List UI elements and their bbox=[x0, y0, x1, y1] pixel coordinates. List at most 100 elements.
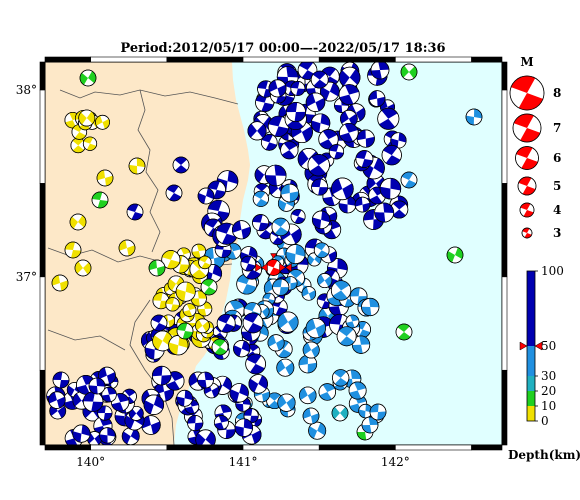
earthquake-event bbox=[354, 196, 371, 213]
earthquake-event bbox=[264, 164, 287, 187]
earthquake-event bbox=[234, 418, 254, 437]
earthquake-event bbox=[172, 156, 190, 174]
earthquake-event bbox=[318, 129, 339, 150]
earthquake-event bbox=[231, 220, 251, 240]
earthquake-event bbox=[91, 191, 109, 209]
earthquake-event bbox=[361, 416, 379, 434]
earthquake-event bbox=[277, 393, 296, 412]
earthquake-event bbox=[121, 427, 140, 446]
depth-band-0-10 bbox=[527, 406, 535, 421]
earthquake-event bbox=[298, 354, 318, 374]
earthquake-event bbox=[446, 246, 464, 264]
magnitude-legend-symbol-6 bbox=[515, 146, 539, 170]
earthquake-event bbox=[311, 178, 329, 196]
earthquake-event bbox=[310, 113, 331, 133]
earthquake-event bbox=[51, 274, 69, 292]
earthquake-event bbox=[213, 415, 229, 430]
earthquake-event bbox=[301, 286, 317, 301]
earthquake-event bbox=[197, 187, 215, 205]
earthquake-event bbox=[317, 272, 333, 289]
earthquake-event bbox=[118, 239, 136, 257]
lon-label-142: 142° bbox=[381, 455, 410, 469]
earthquake-event bbox=[141, 415, 161, 435]
earthquake-event bbox=[338, 84, 360, 106]
earthquake-event bbox=[271, 217, 290, 237]
earthquake-event bbox=[252, 214, 270, 232]
earthquake-event bbox=[252, 190, 269, 207]
earthquake-event bbox=[150, 314, 168, 332]
lat-label-38: 38° bbox=[16, 83, 37, 97]
earthquake-event bbox=[345, 314, 360, 329]
earthquake-event bbox=[69, 213, 87, 231]
earthquake-event bbox=[176, 389, 194, 407]
magnitude-legend-symbol-7 bbox=[512, 113, 542, 143]
earthquake-event bbox=[79, 69, 97, 87]
depth-band-20-30 bbox=[527, 376, 535, 391]
earthquake-event bbox=[195, 318, 210, 334]
earthquake-event bbox=[355, 150, 374, 168]
earthquake-event bbox=[290, 81, 306, 96]
magnitude-legend-symbol-5 bbox=[517, 176, 537, 196]
earthquake-event bbox=[358, 403, 373, 419]
earthquake-event bbox=[187, 415, 204, 432]
depth-band-10-20 bbox=[527, 391, 535, 406]
earthquake-event bbox=[64, 241, 82, 259]
earthquake-event bbox=[151, 365, 172, 386]
earthquake-event bbox=[310, 70, 329, 89]
earthquake-event bbox=[381, 145, 402, 166]
earthquake-event bbox=[331, 177, 354, 201]
earthquake-event bbox=[52, 371, 70, 389]
earthquake-event bbox=[148, 259, 166, 277]
earthquake-event bbox=[48, 391, 66, 409]
map-frame bbox=[39, 56, 508, 451]
earthquake-event bbox=[368, 90, 386, 107]
magnitude-legend-label-6: 6 bbox=[553, 151, 561, 165]
earthquake-event bbox=[97, 405, 113, 421]
longitude-tick-labels: 140° 141° 142° bbox=[76, 455, 410, 469]
earthquake-event bbox=[302, 407, 320, 425]
land-area bbox=[45, 62, 250, 445]
depth-band-30-50 bbox=[527, 346, 535, 376]
lon-label-140: 140° bbox=[76, 455, 105, 469]
earthquake-event bbox=[361, 297, 380, 317]
earthquake-event bbox=[240, 255, 257, 272]
earthquake-event bbox=[96, 169, 114, 187]
earthquake-event bbox=[197, 371, 214, 389]
main-event-marker bbox=[255, 253, 292, 276]
earthquake-event bbox=[290, 209, 306, 224]
magnitude-legend: M 8 7 6 5 4 3 bbox=[509, 55, 561, 240]
magnitude-legend-label-4: 4 bbox=[553, 203, 561, 217]
earthquake-event bbox=[374, 202, 395, 223]
earthquake-event bbox=[233, 340, 251, 358]
earthquake-event bbox=[82, 391, 104, 412]
earthquake-event bbox=[161, 250, 181, 270]
earthquake-event bbox=[72, 424, 91, 443]
earthquake-event bbox=[200, 278, 218, 296]
depth-legend-label-100: 100 bbox=[541, 264, 564, 278]
earthquake-event bbox=[400, 63, 418, 81]
depth-marker bbox=[519, 341, 543, 351]
earthquake-event bbox=[377, 107, 400, 130]
earthquake-event bbox=[308, 421, 327, 440]
earthquake-event bbox=[267, 334, 285, 352]
depth-legend-label-10: 10 bbox=[541, 399, 556, 413]
earthquake-event bbox=[400, 171, 418, 189]
earthquake-event bbox=[182, 303, 197, 317]
earthquake-event bbox=[242, 312, 264, 334]
earthquake-event bbox=[280, 183, 300, 203]
main-event-marker-right bbox=[279, 263, 292, 272]
earthquake-event bbox=[285, 244, 306, 265]
earthquake-event bbox=[268, 79, 287, 98]
earthquake-event bbox=[74, 259, 92, 277]
earthquake-event bbox=[330, 280, 352, 301]
earthquake-event bbox=[305, 92, 326, 113]
prefecture-border-central bbox=[137, 89, 161, 253]
earthquake-event bbox=[370, 60, 390, 80]
earthquake-event bbox=[285, 101, 306, 123]
earthquake-event bbox=[128, 157, 146, 175]
earthquake-event bbox=[328, 144, 345, 160]
magnitude-legend-symbol-4 bbox=[519, 202, 535, 218]
earthquake-event bbox=[318, 383, 336, 401]
earthquake-event bbox=[255, 93, 275, 113]
